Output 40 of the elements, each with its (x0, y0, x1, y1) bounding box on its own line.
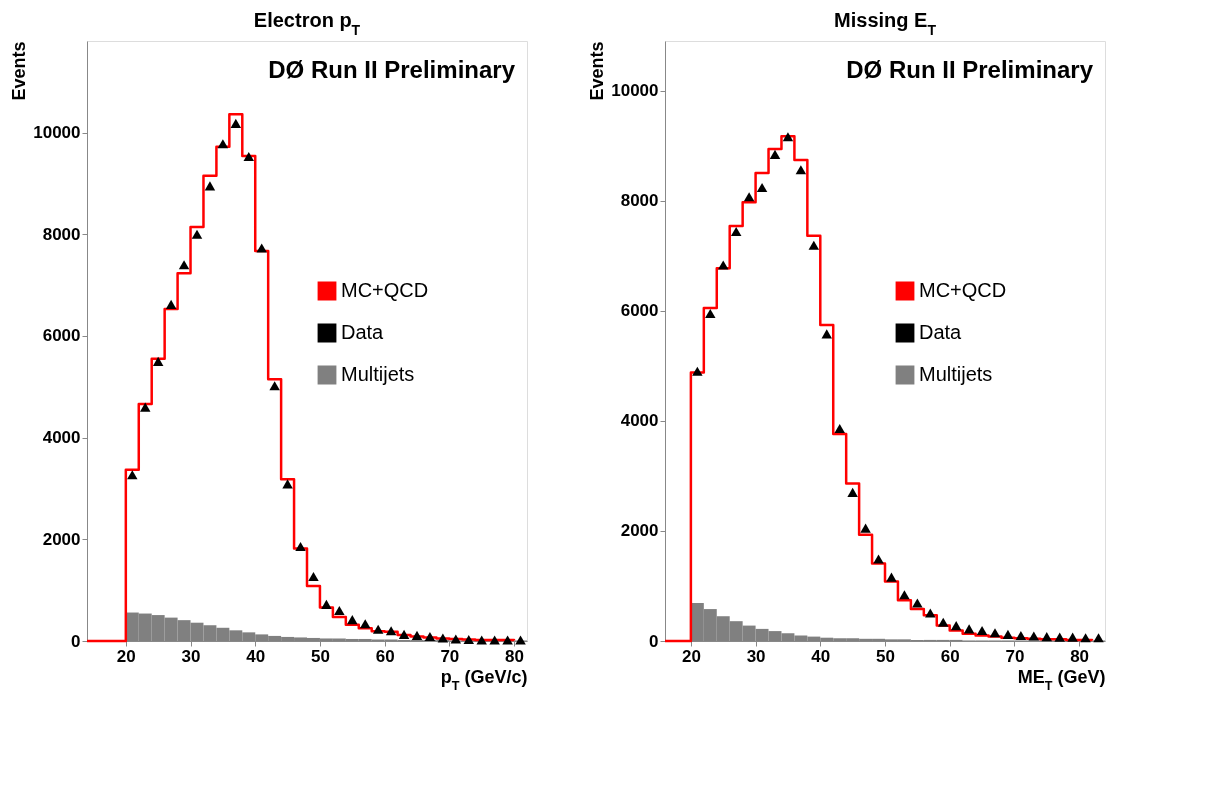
y-tick-label: 6000 (42, 326, 81, 346)
chart-title: Missing E$_{T}$ (834, 9, 937, 38)
y-tick-label: 8000 (42, 224, 81, 244)
x-axis-title: p$_{T}$ (GeV/c) (440, 666, 528, 693)
x-tick-label: 60 (940, 646, 960, 666)
legend-label: Multijets (341, 363, 415, 385)
x-tick-label: 20 (116, 646, 136, 666)
y-tick-label: 10000 (611, 81, 659, 101)
y-tick-label: 4000 (620, 411, 659, 431)
x-tick-label: 80 (1070, 646, 1090, 666)
x-tick-label: 40 (246, 646, 266, 666)
y-tick-label: 0 (649, 631, 659, 651)
x-tick-label: 70 (1005, 646, 1025, 666)
y-axis-title: Events (9, 41, 30, 101)
x-tick-label: 50 (876, 646, 895, 666)
legend-label: Multijets (919, 363, 993, 385)
y-tick-label: 6000 (620, 301, 659, 321)
chart-title: Electron p$_{T}$ (253, 9, 361, 38)
y-tick-label: 4000 (42, 428, 81, 448)
y-tick-label: 0 (71, 631, 81, 651)
legend-label: MC+QCD (341, 279, 429, 301)
x-tick-label: 40 (811, 646, 831, 666)
x-tick-label: 70 (440, 646, 460, 666)
legend-label: MC+QCD (919, 279, 1007, 301)
y-tick-label: 2000 (42, 529, 81, 549)
y-tick-label: 10000 (33, 123, 81, 143)
legend-label: Data (341, 321, 385, 343)
annotation: DØ Run II Preliminary (846, 56, 1094, 83)
x-tick-label: 50 (310, 646, 330, 666)
y-axis-title: Events (587, 41, 608, 101)
x-tick-label: 30 (181, 646, 201, 666)
y-tick-label: 2000 (620, 521, 659, 541)
y-tick-label: 8000 (620, 191, 659, 211)
annotation: DØ Run II Preliminary (268, 56, 516, 83)
x-tick-label: 30 (746, 646, 766, 666)
x-tick-label: 60 (375, 646, 395, 666)
x-tick-label: 20 (681, 646, 701, 666)
x-axis-title: ME$_{T}$ (GeV) (1017, 666, 1106, 693)
x-tick-label: 80 (505, 646, 525, 666)
legend-label: Data (919, 321, 963, 343)
